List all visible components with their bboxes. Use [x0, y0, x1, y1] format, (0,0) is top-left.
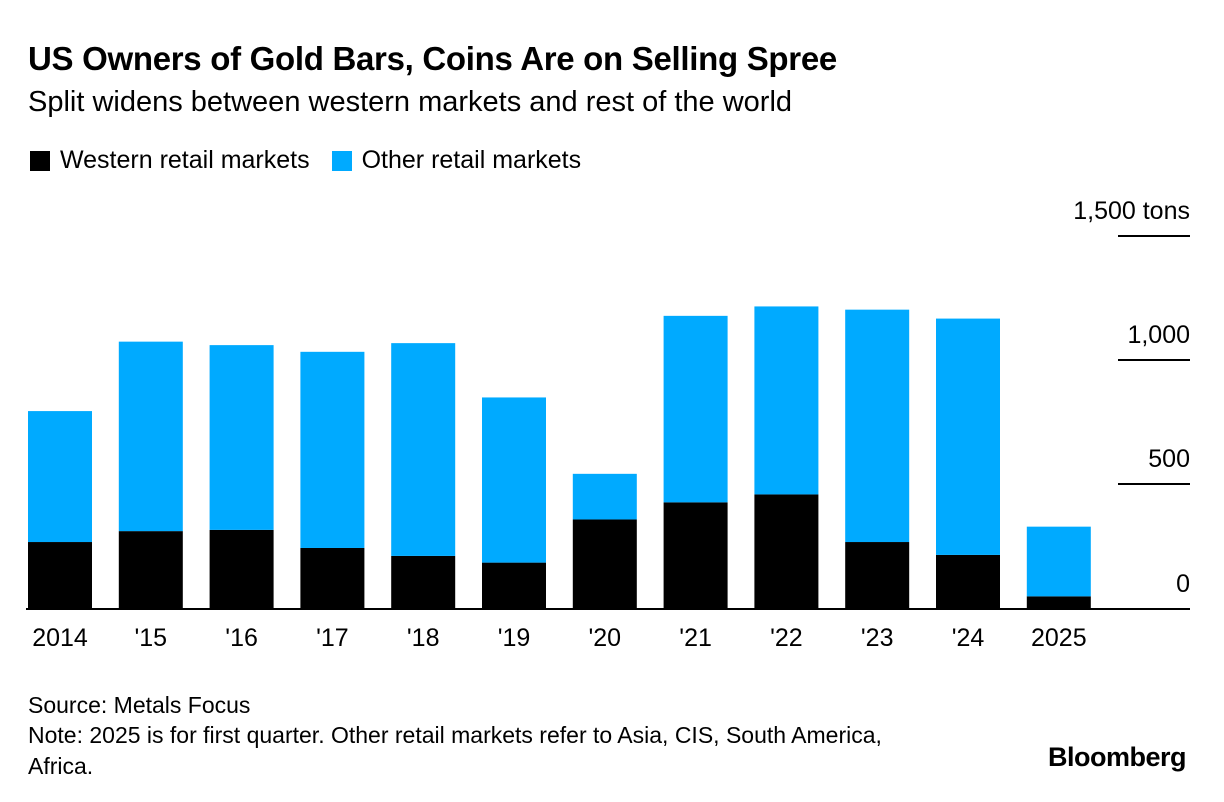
bar-other — [118, 341, 183, 532]
x-tick-label: '22 — [770, 624, 803, 652]
y-tick-label: 1,500 tons — [1073, 197, 1190, 225]
bar-western — [118, 531, 183, 608]
x-tick-label: '23 — [861, 624, 894, 652]
y-tick-label: 0 — [1176, 570, 1190, 598]
y-tick-label: 1,000 — [1127, 321, 1190, 349]
x-tick-label: '21 — [679, 624, 712, 652]
bar-western — [482, 562, 546, 608]
x-tick-label: '24 — [952, 624, 985, 652]
x-tick-label: '19 — [498, 624, 531, 652]
legend-item-other: Other retail markets — [331, 146, 582, 175]
x-tick-label: '20 — [589, 624, 622, 652]
note-text: Note: 2025 is for first quarter. Other r… — [28, 722, 882, 779]
bar-other — [572, 473, 637, 520]
legend-label-other: Other retail markets — [361, 146, 582, 174]
x-tick-label: 2014 — [32, 624, 88, 652]
legend-swatch-other — [331, 150, 352, 171]
y-tick-label: 500 — [1148, 445, 1190, 473]
bar-western — [1026, 596, 1091, 608]
bar-western — [209, 529, 274, 608]
bar-western — [663, 502, 728, 608]
bloomberg-logo: Bloomberg — [1047, 742, 1187, 772]
bar-other — [482, 397, 546, 563]
x-tick-label: '17 — [316, 624, 349, 652]
bar-other — [28, 411, 92, 543]
x-tick-label: 2025 — [1031, 624, 1087, 652]
chart-title: US Owners of Gold Bars, Coins Are on Sel… — [28, 40, 837, 77]
bar-western — [572, 519, 637, 608]
bar-western — [845, 542, 910, 608]
bar-other — [391, 343, 456, 556]
bar-other — [754, 306, 819, 495]
bar-other — [209, 345, 274, 530]
bar-other — [663, 315, 728, 503]
bar-other — [1026, 526, 1091, 597]
legend-swatch-western — [30, 150, 50, 171]
legend: Western retail markets Other retail mark… — [30, 146, 603, 175]
source-text: Source: Metals Focus — [28, 692, 251, 718]
bar-western — [391, 555, 456, 608]
bar-other — [845, 309, 910, 543]
legend-item-western: Western retail markets — [30, 146, 310, 175]
bar-western — [936, 554, 1000, 608]
bar-other — [936, 318, 1000, 555]
x-tick-label: '18 — [407, 624, 440, 652]
chart-subtitle: Split widens between western markets and… — [28, 86, 793, 118]
bar-western — [754, 494, 819, 608]
bar-western — [300, 547, 365, 608]
bar-other — [300, 351, 365, 548]
bar-western — [28, 542, 92, 608]
x-tick-label: '16 — [225, 624, 258, 652]
x-tick-label: '15 — [135, 624, 168, 652]
legend-label-western: Western retail markets — [60, 146, 310, 174]
